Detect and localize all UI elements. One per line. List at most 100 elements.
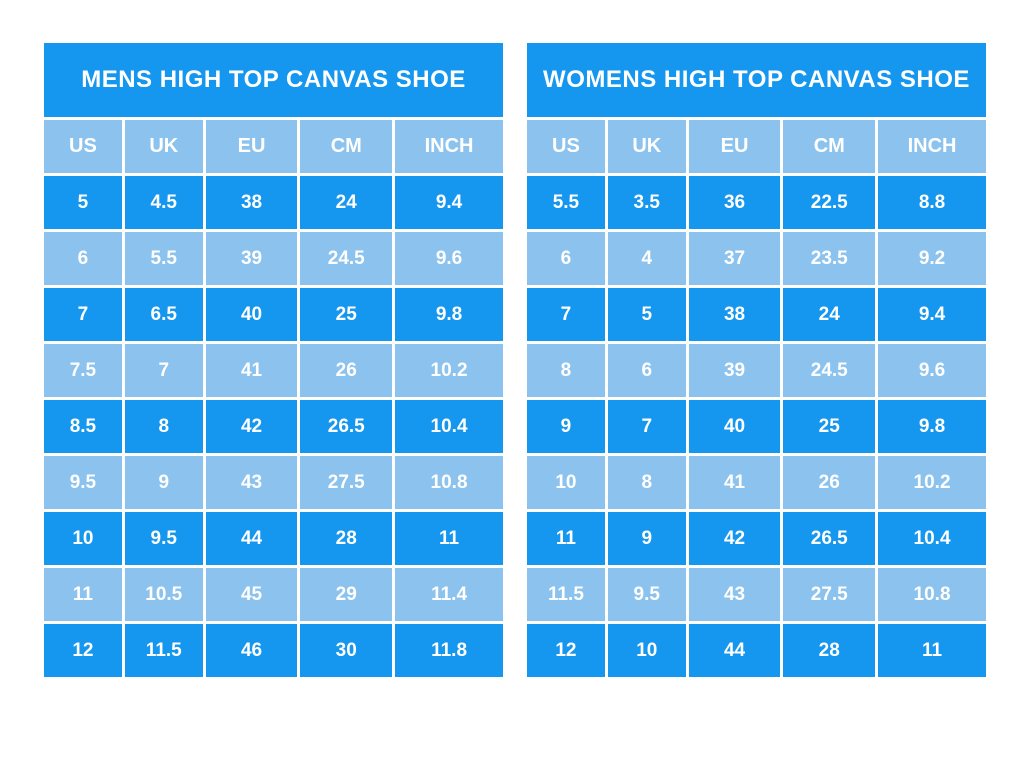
table-cell: 41 bbox=[685, 453, 784, 512]
table-cell: 9.2 bbox=[875, 229, 989, 288]
column-header-us: US bbox=[41, 117, 125, 176]
table-cell: 10.8 bbox=[875, 565, 989, 624]
table-cell: 8 bbox=[604, 453, 689, 512]
table-row: 7 5 38 24 9.4 bbox=[524, 285, 989, 344]
table-row: 12 11.5 46 30 11.8 bbox=[41, 621, 506, 680]
table-cell: 4.5 bbox=[121, 173, 206, 232]
table-cell: 11 bbox=[875, 621, 989, 680]
table-cell: 26 bbox=[780, 453, 879, 512]
table-cell: 42 bbox=[202, 397, 301, 456]
table-cell: 44 bbox=[685, 621, 784, 680]
table-cell: 6 bbox=[604, 341, 689, 400]
table-row: 9 7 40 25 9.8 bbox=[524, 397, 989, 456]
mens-table-header-row: US UK EU CM INCH bbox=[41, 117, 506, 176]
table-row: 11.5 9.5 43 27.5 10.8 bbox=[524, 565, 989, 624]
table-cell: 10.4 bbox=[875, 509, 989, 568]
mens-size-table: MENS HIGH TOP CANVAS SHOE US UK EU CM IN… bbox=[41, 40, 506, 680]
table-row: 8 6 39 24.5 9.6 bbox=[524, 341, 989, 400]
table-cell: 38 bbox=[202, 173, 301, 232]
table-cell: 9 bbox=[121, 453, 206, 512]
table-cell: 12 bbox=[524, 621, 608, 680]
table-row: 11 9 42 26.5 10.4 bbox=[524, 509, 989, 568]
table-cell: 9.5 bbox=[604, 565, 689, 624]
table-cell: 27.5 bbox=[780, 565, 879, 624]
column-header-uk: UK bbox=[121, 117, 206, 176]
womens-size-table: WOMENS HIGH TOP CANVAS SHOE US UK EU CM … bbox=[524, 40, 989, 680]
table-cell: 46 bbox=[202, 621, 301, 680]
table-cell: 9.5 bbox=[121, 509, 206, 568]
womens-table-title-row: WOMENS HIGH TOP CANVAS SHOE bbox=[524, 40, 989, 120]
size-chart-container: MENS HIGH TOP CANVAS SHOE US UK EU CM IN… bbox=[41, 40, 1024, 680]
table-cell: 26.5 bbox=[297, 397, 396, 456]
table-cell: 39 bbox=[685, 341, 784, 400]
mens-table-title-row: MENS HIGH TOP CANVAS SHOE bbox=[41, 40, 506, 120]
table-cell: 23.5 bbox=[780, 229, 879, 288]
table-cell: 8 bbox=[524, 341, 608, 400]
table-cell: 5.5 bbox=[121, 229, 206, 288]
table-cell: 10.4 bbox=[392, 397, 506, 456]
womens-table-title: WOMENS HIGH TOP CANVAS SHOE bbox=[524, 40, 989, 120]
table-cell: 37 bbox=[685, 229, 784, 288]
table-cell: 41 bbox=[202, 341, 301, 400]
table-cell: 7 bbox=[41, 285, 125, 344]
table-cell: 9.6 bbox=[875, 341, 989, 400]
table-cell: 9 bbox=[524, 397, 608, 456]
table-cell: 42 bbox=[685, 509, 784, 568]
table-row: 5 4.5 38 24 9.4 bbox=[41, 173, 506, 232]
table-cell: 29 bbox=[297, 565, 396, 624]
table-cell: 10 bbox=[524, 453, 608, 512]
column-header-cm: CM bbox=[297, 117, 396, 176]
table-cell: 39 bbox=[202, 229, 301, 288]
table-cell: 7.5 bbox=[41, 341, 125, 400]
column-header-inch: INCH bbox=[875, 117, 989, 176]
table-cell: 7 bbox=[604, 397, 689, 456]
table-cell: 38 bbox=[685, 285, 784, 344]
table-cell: 10.2 bbox=[392, 341, 506, 400]
table-cell: 45 bbox=[202, 565, 301, 624]
mens-table-title: MENS HIGH TOP CANVAS SHOE bbox=[41, 40, 506, 120]
table-row: 5.5 3.5 36 22.5 8.8 bbox=[524, 173, 989, 232]
table-cell: 10 bbox=[41, 509, 125, 568]
table-row: 6 5.5 39 24.5 9.6 bbox=[41, 229, 506, 288]
table-cell: 28 bbox=[780, 621, 879, 680]
table-cell: 6 bbox=[524, 229, 608, 288]
table-row: 6 4 37 23.5 9.2 bbox=[524, 229, 989, 288]
table-cell: 24 bbox=[780, 285, 879, 344]
table-row: 10 8 41 26 10.2 bbox=[524, 453, 989, 512]
table-cell: 8 bbox=[121, 397, 206, 456]
table-cell: 10.5 bbox=[121, 565, 206, 624]
table-cell: 5.5 bbox=[524, 173, 608, 232]
table-cell: 4 bbox=[604, 229, 689, 288]
column-header-inch: INCH bbox=[392, 117, 506, 176]
table-cell: 40 bbox=[202, 285, 301, 344]
table-cell: 25 bbox=[297, 285, 396, 344]
table-cell: 9.8 bbox=[392, 285, 506, 344]
mens-table-body: 5 4.5 38 24 9.4 6 5.5 39 24.5 9.6 7 6.5 40 25 9.8 7.5 7 4… bbox=[41, 173, 506, 680]
table-cell: 3.5 bbox=[604, 173, 689, 232]
table-cell: 11.5 bbox=[121, 621, 206, 680]
table-cell: 10.8 bbox=[392, 453, 506, 512]
table-cell: 40 bbox=[685, 397, 784, 456]
table-row: 9.5 9 43 27.5 10.8 bbox=[41, 453, 506, 512]
table-cell: 28 bbox=[297, 509, 396, 568]
table-cell: 11 bbox=[41, 565, 125, 624]
table-cell: 9 bbox=[604, 509, 689, 568]
table-cell: 43 bbox=[202, 453, 301, 512]
table-cell: 24.5 bbox=[297, 229, 396, 288]
table-cell: 9.8 bbox=[875, 397, 989, 456]
table-cell: 26.5 bbox=[780, 509, 879, 568]
column-header-eu: EU bbox=[202, 117, 301, 176]
table-cell: 24 bbox=[297, 173, 396, 232]
table-cell: 11.8 bbox=[392, 621, 506, 680]
table-row: 12 10 44 28 11 bbox=[524, 621, 989, 680]
table-cell: 11.5 bbox=[524, 565, 608, 624]
table-cell: 26 bbox=[297, 341, 396, 400]
table-cell: 36 bbox=[685, 173, 784, 232]
table-cell: 7 bbox=[121, 341, 206, 400]
table-cell: 12 bbox=[41, 621, 125, 680]
table-cell: 24.5 bbox=[780, 341, 879, 400]
table-cell: 43 bbox=[685, 565, 784, 624]
table-row: 11 10.5 45 29 11.4 bbox=[41, 565, 506, 624]
table-cell: 8.8 bbox=[875, 173, 989, 232]
column-header-cm: CM bbox=[780, 117, 879, 176]
